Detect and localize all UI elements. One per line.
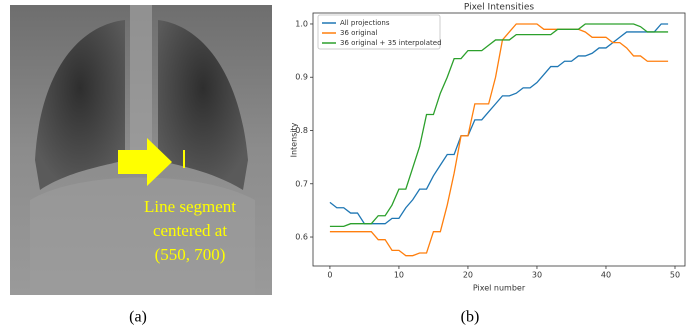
series-line [330,24,668,224]
series-line [330,24,668,256]
y-tick-label: 0.6 [295,233,308,242]
xray-image [10,5,272,295]
y-tick-label: 0.9 [295,73,308,82]
legend-label: All projections [340,19,390,27]
x-tick-label: 40 [601,271,611,280]
y-tick-label: 0.7 [295,179,308,188]
x-tick-label: 20 [463,271,473,280]
panel-label: (b) [461,309,480,326]
x-tick-label: 0 [327,271,332,280]
annotation-line: (550, 700) [155,245,226,264]
x-axis-label: Pixel number [473,284,526,293]
y-tick-label: 1.0 [295,19,308,28]
figure: Line segment centered at (550, 700) (a) … [0,0,687,329]
panel-label: (a) [129,309,147,326]
page: {"image_annotation": {"lines": ["Line se… [0,0,687,329]
y-tick-label: 0.8 [295,126,308,135]
x-tick-label: 10 [394,271,404,280]
chart-title: Pixel Intensities [464,3,535,13]
annotation-line: Line segment [144,197,236,216]
annotation-line: centered at [153,221,227,240]
x-tick-label: 30 [532,271,542,280]
x-tick-label: 50 [670,271,680,280]
series-line [330,24,668,226]
legend-label: 36 original [340,29,377,37]
legend-label: 36 original + 35 interpolated [340,39,442,47]
